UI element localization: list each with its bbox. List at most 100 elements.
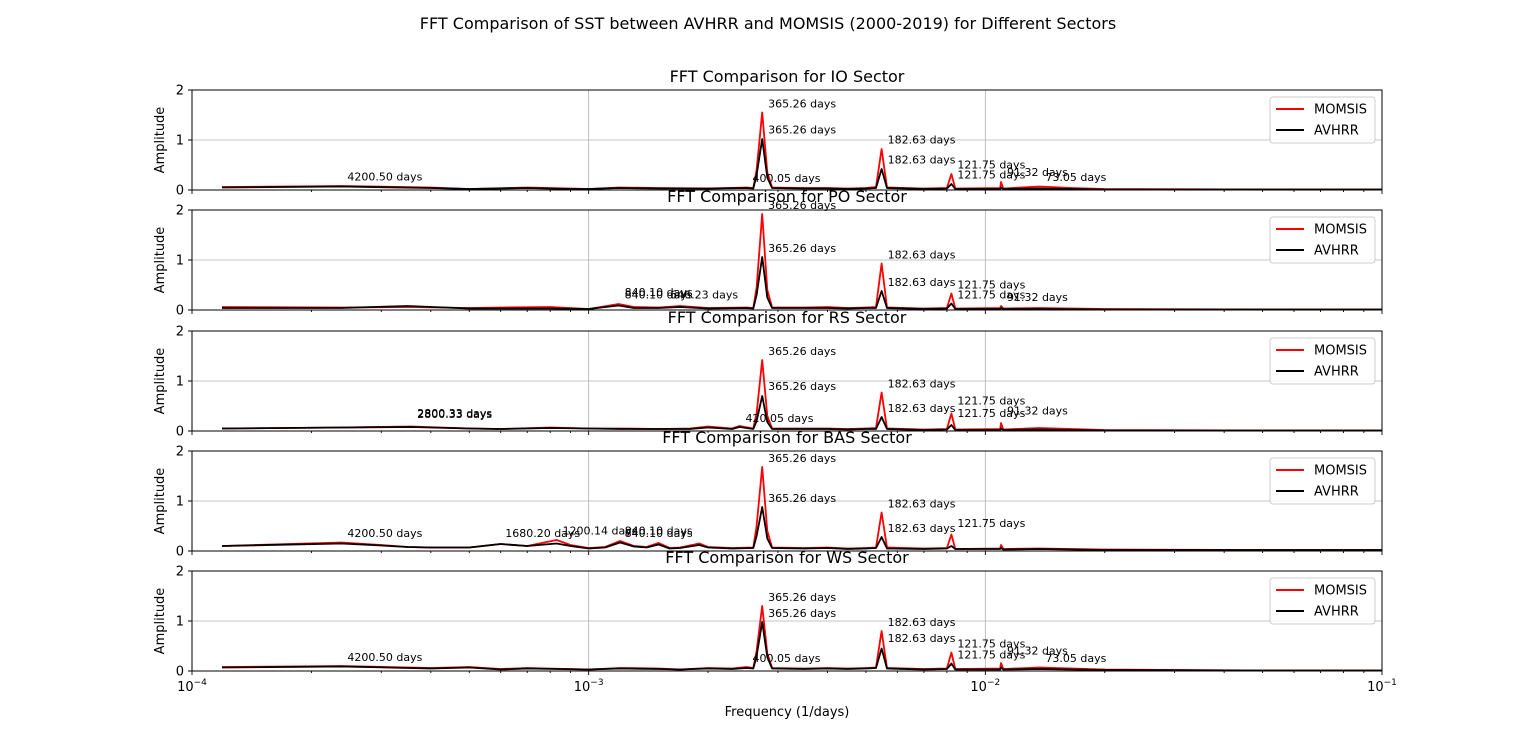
peak-annotation: 73.05 days — [1045, 652, 1106, 665]
y-tick-label: 2 — [176, 565, 184, 580]
peak-annotation: 2800.33 days — [417, 408, 492, 421]
peak-annotation: 182.63 days — [888, 378, 956, 391]
peak-annotation: 91.32 days — [1007, 166, 1068, 179]
peak-annotation: 182.63 days — [888, 276, 956, 289]
legend-label: AVHRR — [1314, 124, 1359, 139]
y-tick-label: 2 — [176, 84, 184, 99]
peak-annotation: 420.05 days — [745, 412, 813, 425]
peak-annotation: 4200.50 days — [347, 527, 422, 540]
panel-title: FFT Comparison for IO Sector — [670, 67, 905, 86]
y-tick-label: 1 — [176, 615, 184, 630]
panel-3: 0 1 2 Amplitude FFT Comparison for BAS Secto… — [153, 428, 1383, 560]
peak-annotation: 365.26 days — [768, 124, 836, 137]
series-line-avhrr — [221, 621, 1382, 672]
legend-label: MOMSIS — [1314, 464, 1367, 479]
x-tick-label: 10−4 — [177, 678, 207, 695]
series-line-avhrr — [222, 256, 1382, 311]
peak-annotation: 182.63 days — [888, 632, 956, 645]
peak-annotation: 182.63 days — [888, 616, 956, 629]
peak-annotation: 365.26 days — [768, 242, 836, 255]
legend-label: MOMSIS — [1314, 223, 1367, 238]
peak-annotation: 365.26 days — [768, 591, 836, 604]
legend-label: AVHRR — [1314, 605, 1359, 620]
peak-annotation: 2800.33 days — [417, 407, 492, 420]
panel-title: FFT Comparison for BAS Sector — [662, 428, 912, 447]
y-tick-label: 1 — [176, 254, 184, 269]
peak-annotation: 646.23 days — [670, 289, 738, 302]
peak-annotation: 73.05 days — [1045, 171, 1106, 184]
legend: MOMSIS AVHRR — [1269, 216, 1376, 264]
y-tick-label: 0 — [176, 665, 184, 680]
y-tick-label: 2 — [176, 204, 184, 219]
y-axis-label: Amplitude — [153, 348, 168, 415]
peak-annotation: 121.75 days — [957, 638, 1025, 651]
peak-annotation: 121.75 days — [957, 395, 1025, 408]
panel-2: 0 1 2 Amplitude FFT Comparison for RS Sector… — [153, 308, 1383, 440]
legend-label: AVHRR — [1314, 485, 1359, 500]
y-tick-label: 2 — [176, 445, 184, 460]
peak-annotation: 182.63 days — [888, 498, 956, 511]
peak-annotation: 182.63 days — [888, 154, 956, 167]
legend: MOMSIS AVHRR — [1269, 337, 1376, 385]
series-line-momsis — [221, 213, 1382, 311]
y-tick-label: 0 — [176, 425, 184, 440]
panels-container: 0 1 2 Amplitude FFT Comparison for IO Sector… — [153, 67, 1397, 695]
peak-annotation: 182.63 days — [888, 402, 956, 415]
y-axis-label: Amplitude — [153, 107, 168, 174]
legend-label: AVHRR — [1314, 244, 1359, 259]
peak-annotation: 91.32 days — [1007, 645, 1068, 658]
peak-annotation: 365.26 days — [768, 380, 836, 393]
series-line-avhrr — [221, 395, 1382, 432]
legend-label: AVHRR — [1314, 365, 1359, 380]
peak-annotation: 365.26 days — [768, 492, 836, 505]
peak-annotation: 365.26 days — [768, 452, 836, 465]
y-tick-label: 1 — [176, 375, 184, 390]
legend: MOMSIS AVHRR — [1269, 577, 1376, 625]
peak-annotation: 121.75 days — [957, 159, 1025, 172]
peak-annotation: 121.75 days — [957, 289, 1025, 302]
y-axis-label: Amplitude — [153, 588, 168, 655]
peak-annotation: 840.10 days — [625, 527, 693, 540]
y-axis-label: Amplitude — [153, 227, 168, 294]
peak-annotation: 182.63 days — [888, 249, 956, 262]
panel-title: FFT Comparison for WS Sector — [665, 548, 909, 567]
panel-0: 0 1 2 Amplitude FFT Comparison for IO Sector… — [153, 67, 1383, 199]
panel-title: FFT Comparison for RS Sector — [668, 308, 907, 327]
x-tick-label: 10−1 — [1367, 678, 1397, 695]
y-axis-label: Amplitude — [153, 468, 168, 535]
legend: MOMSIS AVHRR — [1269, 96, 1376, 144]
peak-annotation: 365.26 days — [768, 199, 836, 212]
y-tick-label: 1 — [176, 134, 184, 149]
peak-annotation: 400.05 days — [753, 652, 821, 665]
peak-annotation: 1680.20 days — [505, 527, 580, 540]
series-line-avhrr — [221, 506, 1382, 551]
peak-annotation: 121.75 days — [957, 279, 1025, 292]
legend-label: MOMSIS — [1314, 344, 1367, 359]
legend-label: MOMSIS — [1314, 103, 1367, 118]
y-tick-label: 1 — [176, 495, 184, 510]
panel-1: 0 1 2 Amplitude FFT Comparison for PO Sector… — [153, 187, 1383, 319]
y-tick-label: 2 — [176, 325, 184, 340]
peak-annotation: 400.05 days — [753, 172, 821, 185]
peak-annotation: 121.75 days — [957, 407, 1025, 420]
peak-annotation: 365.26 days — [768, 607, 836, 620]
peak-annotation: 1200.14 days — [563, 525, 638, 538]
peak-annotation: 121.75 days — [957, 649, 1025, 662]
legend-label: MOMSIS — [1314, 584, 1367, 599]
panel-4: 0 1 2 10−4 10−3 10−2 10−1 Amplitude FFT Comparis… — [153, 548, 1397, 695]
peak-annotation: 91.32 days — [1007, 405, 1068, 418]
panel-title: FFT Comparison for PO Sector — [667, 187, 907, 206]
peak-annotation: 840.10 days — [625, 525, 693, 538]
y-tick-label: 0 — [176, 184, 184, 199]
peak-annotation: 840.10 days — [625, 286, 693, 299]
peak-annotation: 121.75 days — [957, 517, 1025, 530]
x-tick-label: 10−2 — [970, 678, 1000, 695]
peak-annotation: 4200.50 days — [347, 171, 422, 184]
series-line-avhrr — [221, 138, 1382, 191]
peak-annotation: 365.26 days — [768, 345, 836, 358]
y-tick-label: 0 — [176, 304, 184, 319]
peak-annotation: 182.63 days — [888, 522, 956, 535]
peak-annotation: 840.10 days — [625, 289, 693, 302]
x-axis-label: Frequency (1/days) — [725, 705, 850, 720]
